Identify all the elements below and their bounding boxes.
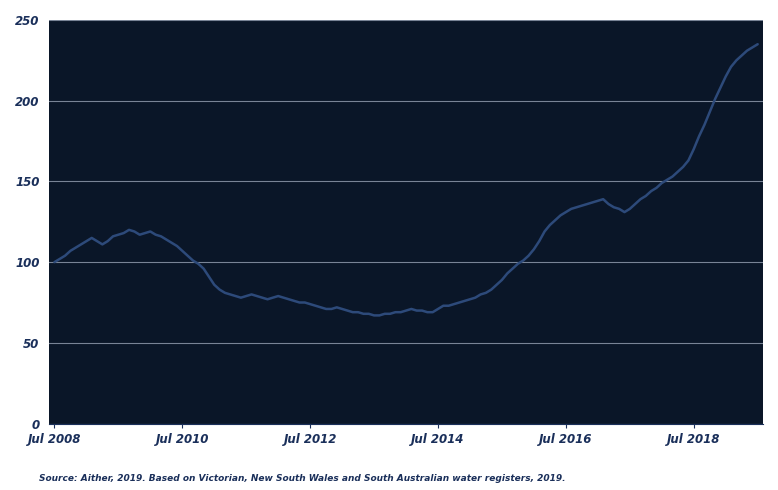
Text: Source: Aither, 2019. Based on Victorian, New South Wales and South Australian w: Source: Aither, 2019. Based on Victorian…: [39, 474, 566, 483]
